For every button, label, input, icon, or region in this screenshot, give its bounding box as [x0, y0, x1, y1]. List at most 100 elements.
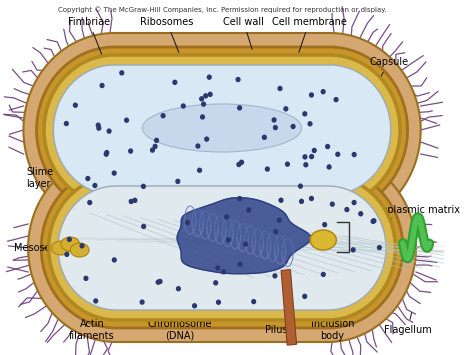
- Circle shape: [107, 129, 111, 133]
- Circle shape: [263, 135, 266, 139]
- Circle shape: [225, 215, 228, 219]
- Circle shape: [238, 262, 242, 266]
- Circle shape: [291, 125, 295, 129]
- Circle shape: [273, 126, 277, 130]
- Circle shape: [120, 71, 124, 75]
- Circle shape: [112, 258, 116, 262]
- Circle shape: [299, 184, 302, 188]
- Circle shape: [272, 118, 276, 122]
- Text: Capsule: Capsule: [369, 57, 409, 86]
- Circle shape: [372, 219, 376, 223]
- Circle shape: [304, 163, 308, 167]
- Text: Mesosome: Mesosome: [14, 243, 66, 253]
- Circle shape: [142, 184, 145, 189]
- Circle shape: [300, 200, 303, 203]
- Circle shape: [303, 112, 307, 116]
- Circle shape: [236, 77, 240, 82]
- Circle shape: [277, 218, 281, 222]
- Circle shape: [227, 238, 230, 242]
- Circle shape: [67, 237, 71, 241]
- Polygon shape: [41, 168, 403, 328]
- Circle shape: [330, 202, 334, 206]
- Circle shape: [208, 75, 211, 79]
- Circle shape: [129, 149, 133, 153]
- Circle shape: [151, 148, 155, 152]
- Circle shape: [371, 219, 375, 223]
- Circle shape: [303, 155, 307, 159]
- Circle shape: [173, 80, 177, 84]
- Ellipse shape: [70, 243, 89, 257]
- Circle shape: [217, 300, 220, 304]
- Circle shape: [176, 179, 180, 184]
- Polygon shape: [36, 47, 408, 213]
- Text: Cell wall: Cell wall: [223, 17, 264, 49]
- Text: Cytoplasmic matrix: Cytoplasmic matrix: [351, 205, 460, 236]
- Circle shape: [200, 97, 203, 101]
- Circle shape: [216, 266, 219, 270]
- Circle shape: [100, 83, 104, 88]
- Circle shape: [285, 162, 289, 166]
- Circle shape: [222, 270, 226, 274]
- Text: Pilus: Pilus: [265, 312, 288, 335]
- Circle shape: [308, 122, 312, 126]
- Polygon shape: [58, 186, 386, 310]
- Circle shape: [93, 184, 97, 187]
- Circle shape: [312, 148, 316, 152]
- Text: Cell membrane: Cell membrane: [272, 17, 346, 53]
- Circle shape: [377, 246, 381, 250]
- Ellipse shape: [310, 230, 337, 250]
- Circle shape: [284, 107, 288, 111]
- Circle shape: [334, 98, 338, 102]
- Circle shape: [214, 281, 218, 285]
- Circle shape: [65, 252, 69, 256]
- Circle shape: [86, 176, 90, 180]
- Circle shape: [310, 154, 313, 159]
- Circle shape: [323, 223, 327, 226]
- Circle shape: [238, 106, 241, 110]
- Circle shape: [326, 144, 329, 148]
- Circle shape: [112, 171, 116, 175]
- Circle shape: [140, 300, 144, 304]
- Circle shape: [185, 220, 189, 225]
- Circle shape: [321, 90, 325, 94]
- Circle shape: [196, 144, 200, 148]
- Circle shape: [64, 121, 68, 126]
- Text: Chromosome
(DNA): Chromosome (DNA): [147, 277, 212, 341]
- Polygon shape: [28, 154, 416, 342]
- Circle shape: [273, 274, 277, 278]
- Circle shape: [278, 87, 282, 91]
- Circle shape: [84, 276, 88, 280]
- Ellipse shape: [142, 104, 301, 152]
- Circle shape: [345, 208, 349, 212]
- Bar: [281, 269, 297, 345]
- Circle shape: [153, 144, 157, 148]
- Circle shape: [352, 153, 356, 157]
- Circle shape: [105, 151, 109, 154]
- Polygon shape: [54, 65, 391, 195]
- Circle shape: [321, 272, 325, 277]
- Circle shape: [336, 152, 340, 156]
- Circle shape: [142, 224, 146, 229]
- Circle shape: [351, 248, 355, 252]
- Circle shape: [252, 300, 255, 304]
- Circle shape: [161, 114, 165, 118]
- Circle shape: [204, 94, 208, 98]
- Circle shape: [359, 212, 363, 216]
- Circle shape: [238, 197, 242, 201]
- Circle shape: [104, 152, 108, 156]
- Circle shape: [73, 103, 77, 107]
- Text: Slime
layer: Slime layer: [26, 167, 61, 189]
- Circle shape: [279, 198, 283, 202]
- Circle shape: [155, 138, 158, 142]
- Ellipse shape: [61, 237, 80, 251]
- Circle shape: [265, 167, 269, 171]
- Circle shape: [176, 287, 180, 291]
- Circle shape: [129, 200, 133, 203]
- Polygon shape: [177, 198, 311, 274]
- Circle shape: [198, 168, 201, 172]
- Circle shape: [327, 165, 331, 169]
- Text: Flagellum: Flagellum: [383, 313, 431, 335]
- Circle shape: [192, 304, 196, 308]
- Circle shape: [240, 160, 244, 164]
- Text: Actin
filaments: Actin filaments: [69, 297, 129, 341]
